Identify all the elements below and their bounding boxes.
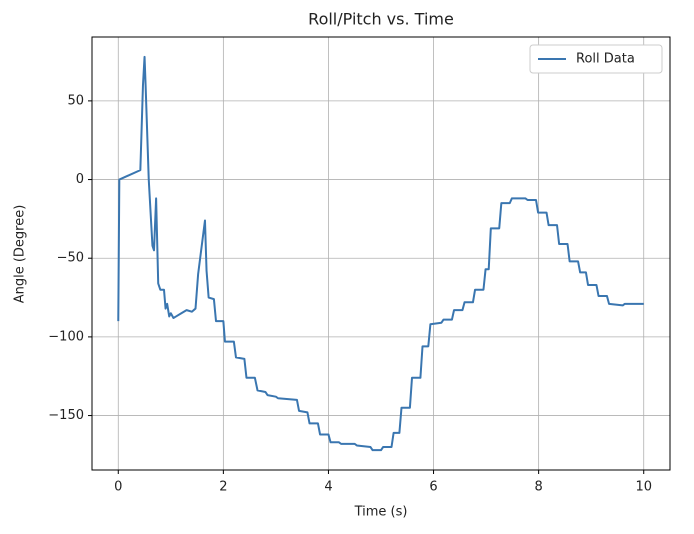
legend-box	[529, 44, 663, 74]
legend-label: Roll Data	[576, 52, 635, 67]
x-tick-label: 4	[324, 480, 332, 495]
y-tick-label: −50	[57, 251, 84, 266]
x-tick-label: 0	[114, 480, 122, 495]
x-tick-label: 2	[219, 480, 227, 495]
plot-frame	[91, 36, 671, 471]
x-axis-label: Time (s)	[354, 505, 408, 520]
x-tick-label: 8	[534, 480, 542, 495]
y-tick-label: −100	[48, 329, 84, 344]
x-tick-label: 6	[429, 480, 437, 495]
data-line	[117, 55, 644, 452]
chart-title: Roll/Pitch vs. Time	[308, 10, 454, 29]
y-axis-label: Angle (Degree)	[13, 205, 28, 304]
x-tick-label: 10	[635, 480, 652, 495]
y-tick-label: −150	[48, 408, 84, 423]
y-tick-label: 50	[67, 93, 84, 108]
y-tick-label: 0	[76, 172, 84, 187]
